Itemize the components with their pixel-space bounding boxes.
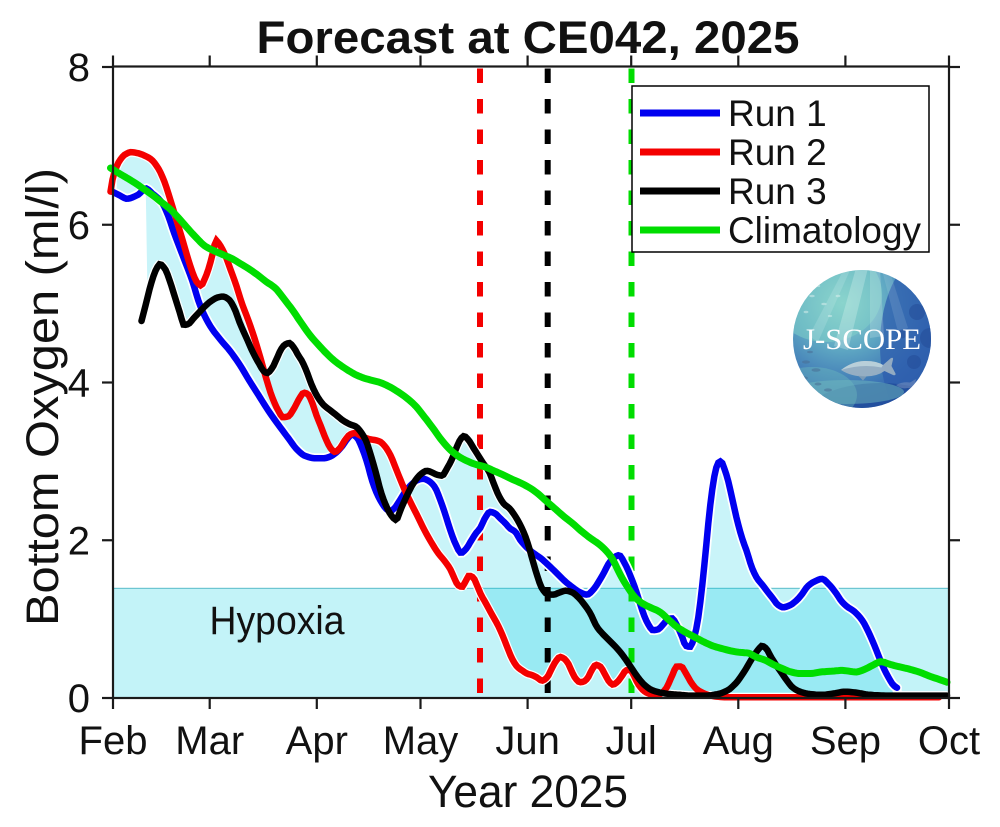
svg-text:Sep: Sep (810, 719, 881, 763)
svg-text:2: 2 (68, 519, 90, 563)
svg-text:Run 3: Run 3 (728, 171, 827, 212)
svg-text:Oct: Oct (918, 719, 980, 763)
svg-text:J-SCOPE: J-SCOPE (803, 323, 921, 356)
svg-text:Forecast at CE042, 2025: Forecast at CE042, 2025 (257, 12, 800, 63)
svg-text:Jun: Jun (495, 719, 560, 763)
svg-text:Bottom Oxygen (ml/l): Bottom Oxygen (ml/l) (17, 168, 68, 626)
svg-text:Aug: Aug (703, 719, 774, 763)
svg-text:8: 8 (68, 46, 90, 90)
svg-text:Run 2: Run 2 (728, 132, 827, 173)
svg-text:Apr: Apr (286, 719, 348, 763)
svg-text:Year 2025: Year 2025 (428, 766, 628, 817)
svg-text:Jul: Jul (606, 719, 657, 763)
svg-text:May: May (383, 719, 459, 763)
svg-text:Hypoxia: Hypoxia (210, 599, 346, 643)
svg-text:Mar: Mar (175, 719, 244, 763)
svg-text:Feb: Feb (79, 719, 148, 763)
svg-text:4: 4 (68, 362, 90, 406)
svg-text:Climatology: Climatology (728, 210, 921, 251)
svg-text:0: 0 (68, 677, 90, 721)
svg-text:Run 1: Run 1 (728, 93, 827, 134)
svg-text:6: 6 (68, 204, 90, 248)
